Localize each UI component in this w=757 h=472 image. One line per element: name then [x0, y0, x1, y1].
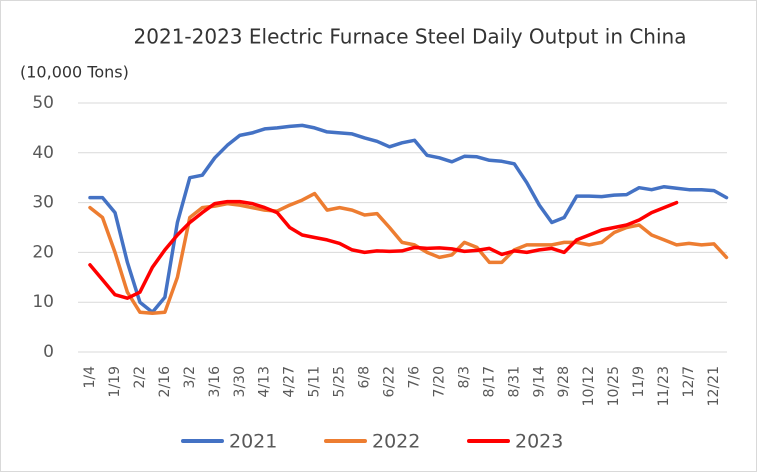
x-tick-label: 12/21 [706, 366, 722, 406]
x-tick-label: 2/2 [132, 366, 148, 389]
series-line [88, 123, 729, 314]
x-tick-label: 6/22 [382, 366, 398, 397]
x-tick-label: 6/8 [357, 366, 373, 389]
x-tick-label: 8/3 [456, 366, 472, 389]
series-line [88, 199, 679, 300]
x-tick-label: 4/27 [282, 366, 298, 397]
x-tick-label: 12/7 [681, 366, 697, 397]
x-tick-label: 9/28 [556, 366, 572, 397]
legend-label: 2022 [372, 431, 420, 453]
y-tick-label: 10 [32, 292, 54, 312]
x-tick-label: 10/25 [606, 366, 622, 406]
y-tick-label: 40 [32, 143, 54, 163]
x-tick-label: 1/19 [107, 366, 123, 397]
y-axis-label: (10,000 Tons) [20, 63, 129, 82]
series-line [88, 191, 729, 315]
x-tick-label: 9/14 [531, 366, 547, 398]
x-tick-label: 10/12 [581, 366, 597, 406]
y-tick-label: 0 [43, 342, 54, 362]
y-tick-label: 30 [32, 193, 54, 213]
x-tick-label: 8/31 [506, 366, 522, 397]
x-tick-label: 5/25 [332, 366, 348, 397]
legend-label: 2021 [229, 431, 277, 453]
x-tick-label: 3/2 [182, 366, 198, 389]
x-tick-label: 11/9 [631, 366, 647, 397]
x-tick-label: 3/16 [207, 366, 223, 398]
legend-label: 2023 [515, 431, 563, 453]
x-tick-label: 1/4 [82, 366, 98, 389]
x-tick-label: 8/17 [481, 366, 497, 397]
x-tick-label: 3/30 [232, 366, 248, 397]
chart-title: 2021-2023 Electric Furnace Steel Daily O… [134, 25, 687, 49]
x-tick-label: 11/23 [656, 366, 672, 406]
y-tick-label: 20 [32, 242, 54, 262]
x-tick-label: 4/13 [257, 366, 273, 397]
x-tick-label: 2/16 [157, 366, 173, 398]
x-tick-label: 7/20 [431, 366, 447, 397]
x-tick-label: 7/6 [406, 366, 422, 389]
x-tick-label: 5/11 [307, 366, 323, 397]
y-tick-label: 50 [32, 93, 54, 113]
